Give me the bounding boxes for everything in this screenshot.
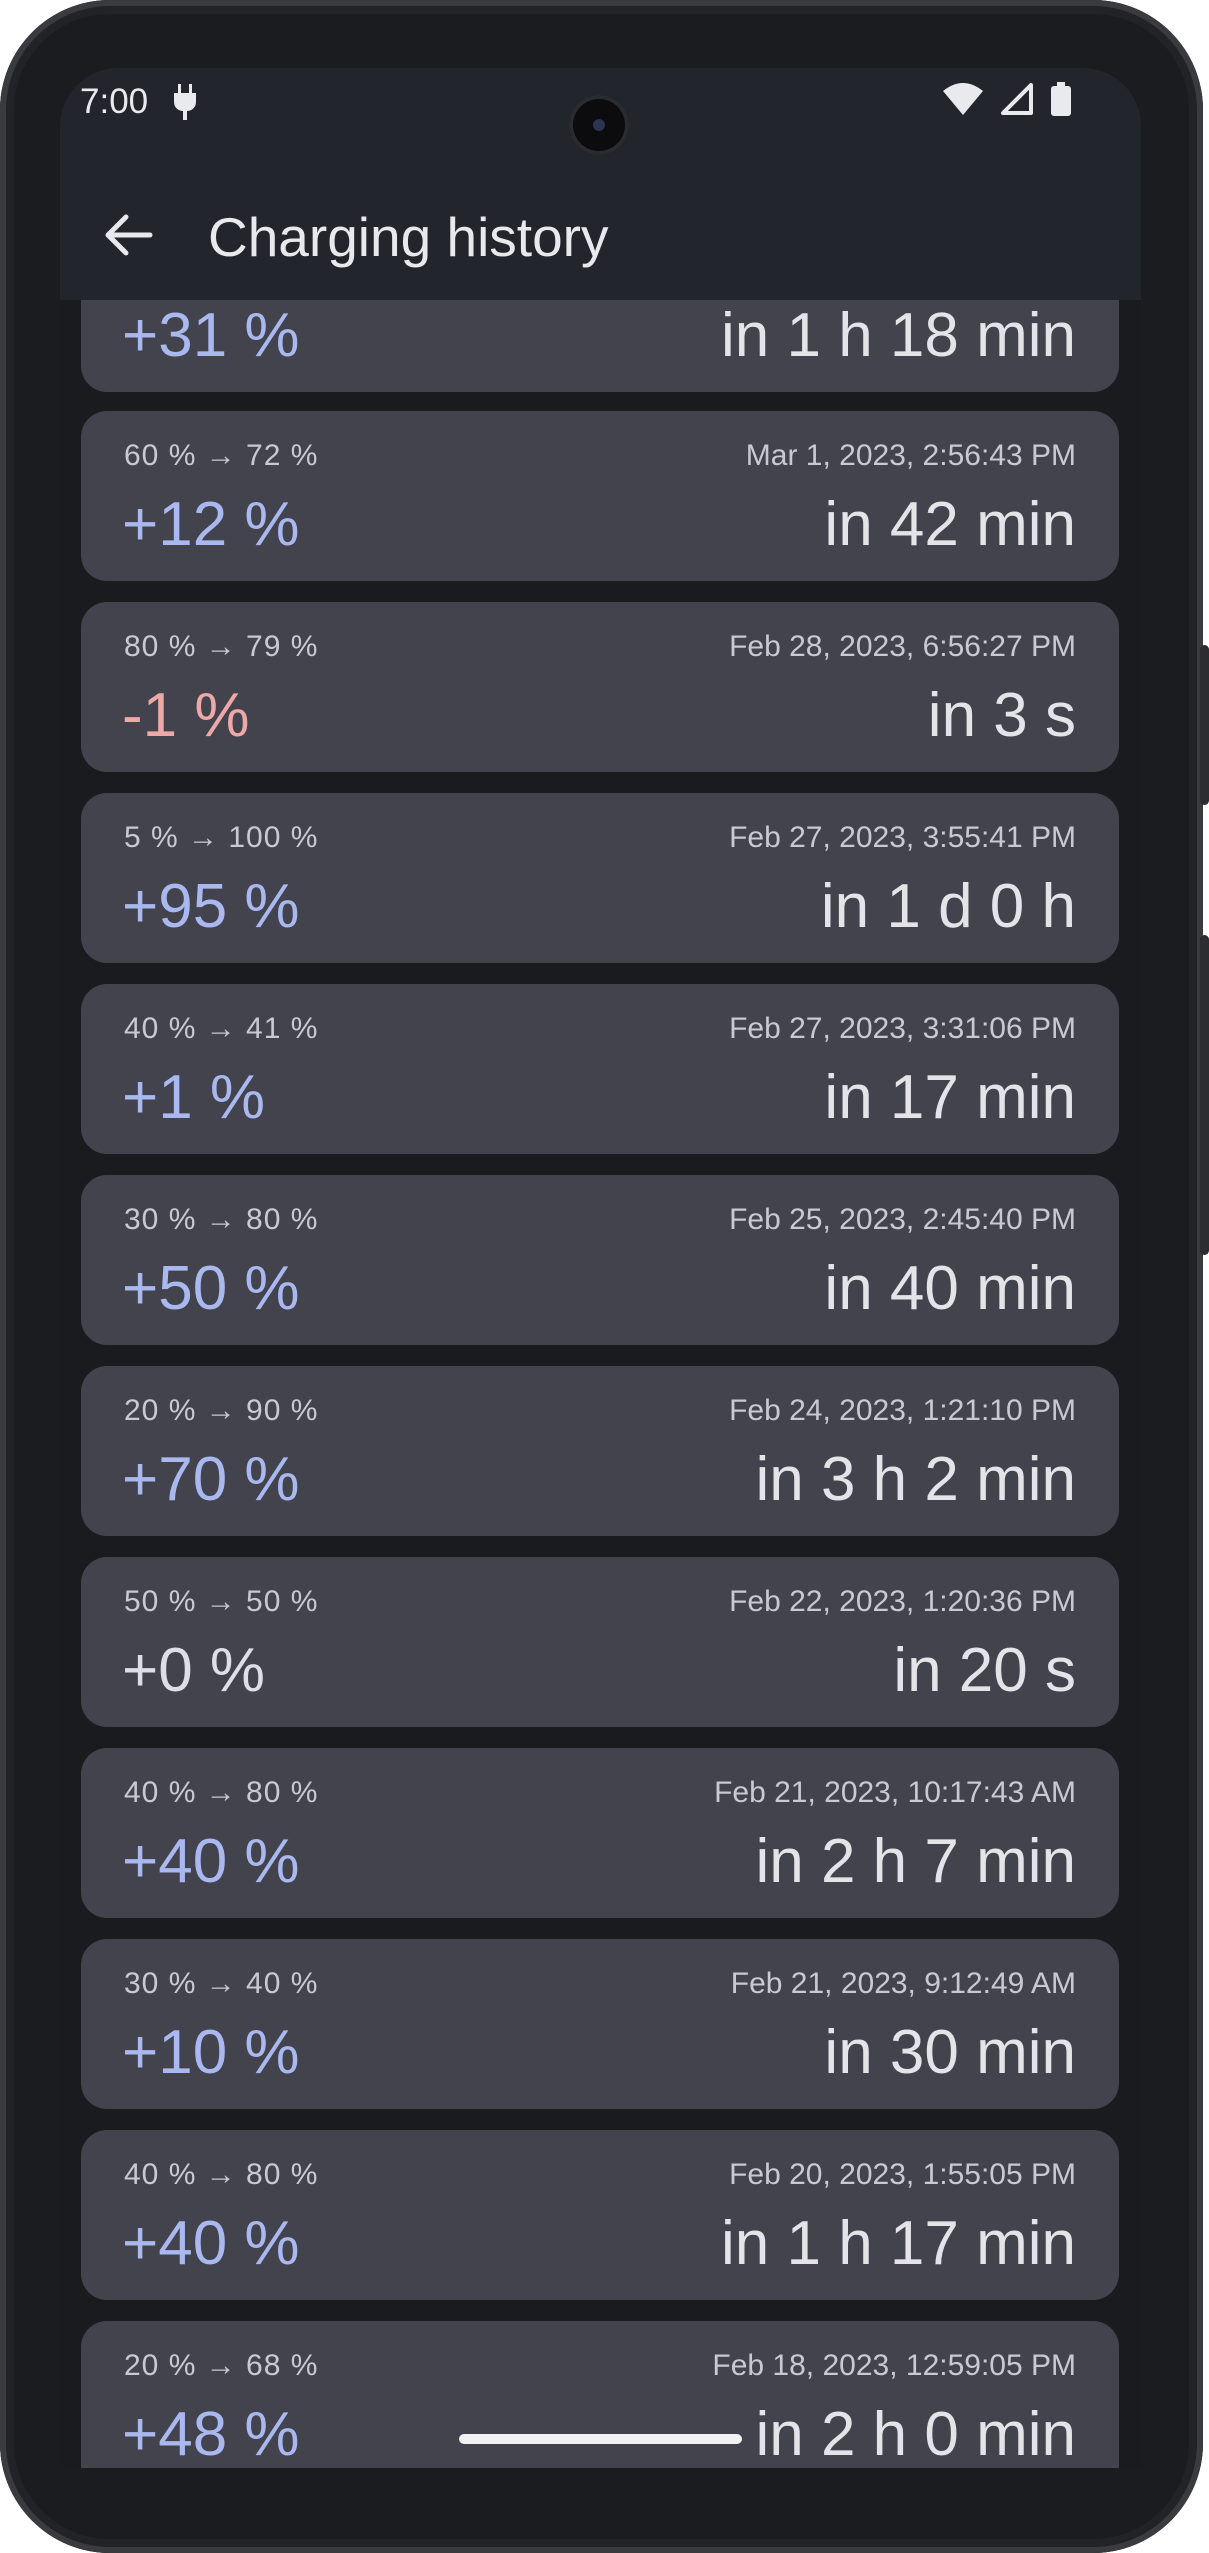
charge-range: 40 % → 80 % [124, 2158, 319, 2191]
history-card[interactable]: +31 % in 1 h 18 min [81, 300, 1119, 392]
charge-delta: +95 % [122, 872, 300, 941]
history-card[interactable]: 40 % → 80 % Feb 21, 2023, 10:17:43 AM +4… [81, 1748, 1119, 1918]
battery-icon [1051, 82, 1071, 121]
history-card[interactable]: 5 % → 100 % Feb 27, 2023, 3:55:41 PM +95… [81, 793, 1119, 963]
status-bar: 7:00 [60, 68, 1141, 165]
charge-delta: +1 % [122, 1063, 266, 1132]
charge-range: 5 % → 100 % [124, 821, 319, 854]
charge-range: 20 % → 68 % [124, 2349, 319, 2382]
charge-range: 20 % → 90 % [124, 1394, 319, 1427]
charge-delta: +48 % [122, 2400, 300, 2468]
history-card[interactable]: 30 % → 40 % Feb 21, 2023, 9:12:49 AM +10… [81, 1939, 1119, 2109]
charge-date: Feb 24, 2023, 1:21:10 PM [729, 1394, 1076, 1427]
front-camera [569, 95, 629, 155]
history-card[interactable]: 40 % → 41 % Feb 27, 2023, 3:31:06 PM +1 … [81, 984, 1119, 1154]
charge-delta: -1 % [122, 681, 250, 750]
charge-duration: in 30 min [824, 2018, 1076, 2087]
charge-date: Feb 27, 2023, 3:55:41 PM [729, 821, 1076, 854]
charge-date: Feb 27, 2023, 3:31:06 PM [729, 1012, 1076, 1045]
charge-delta: +31 % [122, 301, 300, 370]
history-card[interactable]: 30 % → 80 % Feb 25, 2023, 2:45:40 PM +50… [81, 1175, 1119, 1345]
charge-date: Feb 22, 2023, 1:20:36 PM [729, 1585, 1076, 1618]
charge-delta: +40 % [122, 2209, 300, 2278]
status-time: 7:00 [80, 82, 149, 121]
charging-history-list[interactable]: +31 % in 1 h 18 min 60 % → 72 % Mar 1, 2… [60, 300, 1141, 2468]
charge-date: Feb 28, 2023, 6:56:27 PM [729, 630, 1076, 663]
charge-delta: +12 % [122, 490, 300, 559]
charge-delta: +10 % [122, 2018, 300, 2087]
charge-duration: in 2 h 0 min [755, 2400, 1076, 2468]
charge-duration: in 17 min [824, 1063, 1076, 1132]
charge-range: 80 % → 79 % [124, 630, 319, 663]
history-card[interactable]: 60 % → 72 % Mar 1, 2023, 2:56:43 PM +12 … [81, 411, 1119, 581]
charge-duration: in 3 s [927, 681, 1076, 750]
charge-range: 50 % → 50 % [124, 1585, 319, 1618]
screen: 7:00 [60, 68, 1141, 2468]
history-card[interactable]: 20 % → 90 % Feb 24, 2023, 1:21:10 PM +70… [81, 1366, 1119, 1536]
history-card[interactable]: 40 % → 80 % Feb 20, 2023, 1:55:05 PM +40… [81, 2130, 1119, 2300]
charge-date: Mar 1, 2023, 2:56:43 PM [745, 439, 1076, 472]
page-title: Charging history [208, 206, 609, 268]
wifi-icon [943, 83, 983, 120]
charge-date: Feb 20, 2023, 1:55:05 PM [729, 2158, 1076, 2191]
charge-delta: +50 % [122, 1254, 300, 1323]
charge-delta: +0 % [122, 1636, 266, 1705]
charge-duration: in 20 s [893, 1636, 1076, 1705]
arrow-left-icon[interactable] [100, 207, 156, 263]
charge-duration: in 40 min [824, 1254, 1076, 1323]
charge-duration: in 2 h 7 min [755, 1827, 1076, 1896]
history-card[interactable]: 80 % → 79 % Feb 28, 2023, 6:56:27 PM -1 … [81, 602, 1119, 772]
status-icons [943, 82, 1071, 121]
charge-range: 40 % → 80 % [124, 1776, 319, 1809]
power-button [1200, 645, 1209, 805]
charge-duration: in 3 h 2 min [755, 1445, 1076, 1514]
charge-range: 60 % → 72 % [124, 439, 319, 472]
history-card[interactable]: 20 % → 68 % Feb 18, 2023, 12:59:05 PM +4… [81, 2321, 1119, 2468]
charge-date: Feb 25, 2023, 2:45:40 PM [729, 1203, 1076, 1236]
charge-delta: +40 % [122, 1827, 300, 1896]
charge-range: 30 % → 80 % [124, 1203, 319, 1236]
charge-date: Feb 21, 2023, 10:17:43 AM [714, 1776, 1076, 1809]
charging-plug-icon [172, 84, 198, 127]
gesture-home-bar[interactable] [459, 2434, 742, 2444]
charge-date: Feb 18, 2023, 12:59:05 PM [712, 2349, 1076, 2382]
app-bar: Charging history [60, 165, 1141, 300]
charge-date: Feb 21, 2023, 9:12:49 AM [730, 1967, 1076, 2000]
charge-range: 30 % → 40 % [124, 1967, 319, 2000]
volume-button [1200, 935, 1209, 1255]
charge-duration: in 1 h 17 min [721, 2209, 1076, 2278]
charge-duration: in 1 h 18 min [721, 301, 1076, 370]
cellular-signal-icon [1001, 83, 1033, 120]
charge-range: 40 % → 41 % [124, 1012, 319, 1045]
charge-delta: +70 % [122, 1445, 300, 1514]
charge-duration: in 42 min [824, 490, 1076, 559]
charge-duration: in 1 d 0 h [820, 872, 1076, 941]
history-card[interactable]: 50 % → 50 % Feb 22, 2023, 1:20:36 PM +0 … [81, 1557, 1119, 1727]
